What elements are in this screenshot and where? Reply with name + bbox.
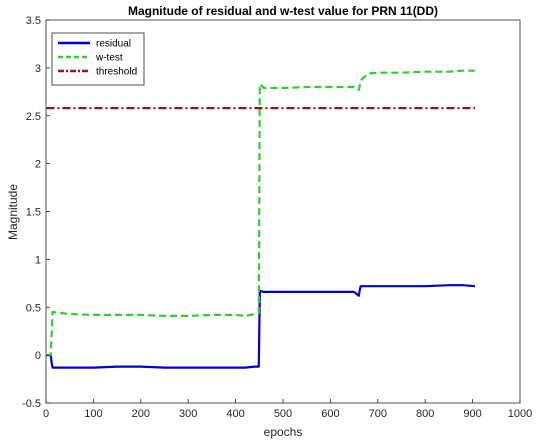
x-tick-label: 900	[463, 408, 481, 420]
x-tick-label: 700	[369, 408, 387, 420]
y-tick-label: 1	[35, 254, 41, 266]
legend-label-w-test: w-test	[95, 53, 123, 64]
y-tick-label: 1.5	[26, 207, 41, 219]
legend: residual w-test threshold	[51, 32, 145, 86]
legend-label-residual: residual	[96, 39, 131, 50]
y-tick-label: 2.5	[26, 111, 41, 123]
x-tick-label: 600	[321, 408, 339, 420]
x-tick-label: 500	[274, 408, 292, 420]
x-tick-label: 800	[416, 408, 434, 420]
series-line-w-test	[46, 69, 475, 357]
x-tick-label: 1000	[508, 408, 532, 420]
series-group	[46, 69, 476, 369]
legend-box	[51, 32, 145, 86]
x-tick-label: 100	[84, 408, 102, 420]
x-axis-label: epochs	[264, 425, 303, 439]
x-tick-label: 200	[132, 408, 150, 420]
y-tick-label: 0.5	[26, 302, 41, 314]
y-tick-label: -0.5	[22, 398, 41, 410]
x-tick-label: 400	[226, 408, 244, 420]
y-tick-label: 2	[35, 159, 41, 171]
legend-label-threshold: threshold	[96, 67, 137, 78]
y-tick-label: 3	[35, 63, 41, 75]
x-tick-label: 0	[43, 408, 49, 420]
y-tick-label: 3.5	[26, 15, 41, 27]
y-axis-label: Magnitude	[6, 184, 20, 240]
y-tick-label: 0	[35, 350, 41, 362]
ticks: 0 100 200 300 400 500 600 700 800 900 1000-0.500.5…	[22, 15, 532, 420]
x-tick-label: 300	[179, 408, 197, 420]
chart-title: Magnitude of residual and w-test value f…	[128, 4, 438, 18]
